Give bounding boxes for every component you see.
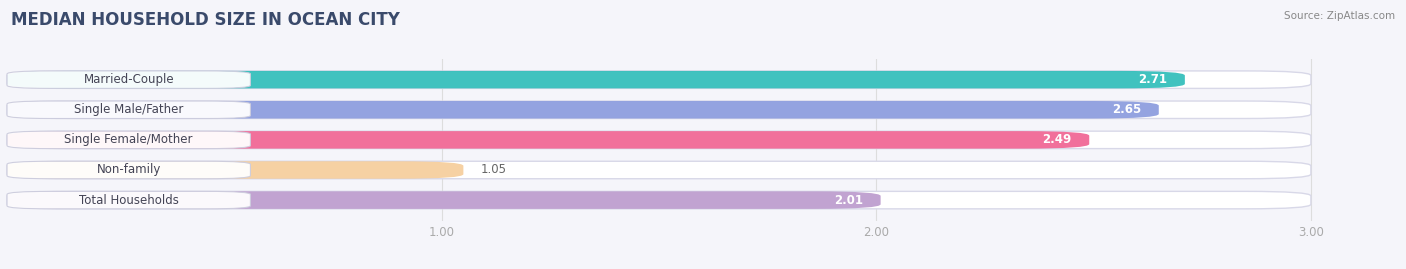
Text: 1.05: 1.05 (481, 164, 506, 176)
FancyBboxPatch shape (7, 191, 1310, 209)
Text: 2.01: 2.01 (834, 194, 863, 207)
FancyBboxPatch shape (7, 71, 250, 89)
Text: 2.49: 2.49 (1043, 133, 1071, 146)
FancyBboxPatch shape (7, 161, 1310, 179)
FancyBboxPatch shape (7, 131, 1090, 148)
Text: MEDIAN HOUSEHOLD SIZE IN OCEAN CITY: MEDIAN HOUSEHOLD SIZE IN OCEAN CITY (11, 11, 401, 29)
FancyBboxPatch shape (7, 161, 250, 179)
Text: Single Female/Mother: Single Female/Mother (65, 133, 193, 146)
FancyBboxPatch shape (7, 131, 250, 148)
FancyBboxPatch shape (7, 131, 1310, 148)
FancyBboxPatch shape (7, 101, 250, 119)
Text: 2.71: 2.71 (1139, 73, 1167, 86)
FancyBboxPatch shape (7, 71, 1185, 89)
FancyBboxPatch shape (7, 71, 1310, 89)
Text: Married-Couple: Married-Couple (83, 73, 174, 86)
FancyBboxPatch shape (7, 191, 880, 209)
Text: Total Households: Total Households (79, 194, 179, 207)
FancyBboxPatch shape (7, 191, 250, 209)
Text: Non-family: Non-family (97, 164, 160, 176)
Text: Source: ZipAtlas.com: Source: ZipAtlas.com (1284, 11, 1395, 21)
Text: Single Male/Father: Single Male/Father (75, 103, 183, 116)
FancyBboxPatch shape (7, 161, 464, 179)
Text: 2.65: 2.65 (1112, 103, 1142, 116)
FancyBboxPatch shape (7, 101, 1310, 119)
FancyBboxPatch shape (7, 101, 1159, 119)
